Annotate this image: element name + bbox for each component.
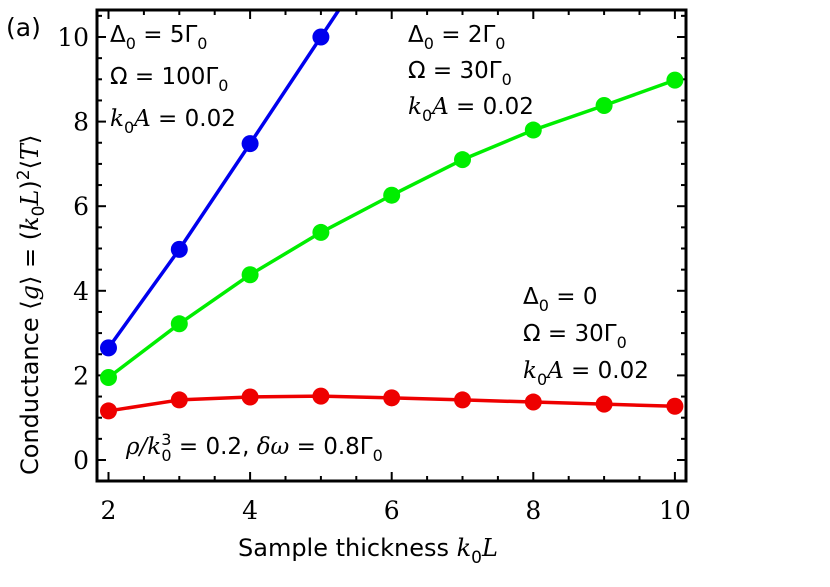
y-tick-label: 0 — [73, 446, 89, 475]
svg-text:Δ0 = 5Γ0: Δ0 = 5Γ0 — [110, 22, 207, 53]
data-point — [241, 266, 259, 284]
annotation-green: Δ0 = 2Γ0 Ω = 30Γ0 k0A = 0.02 — [408, 22, 534, 125]
series-red — [100, 387, 684, 420]
x-tick-label: 2 — [101, 496, 117, 525]
y-tick-label: 4 — [73, 277, 89, 306]
data-point — [524, 121, 542, 139]
data-point — [383, 186, 401, 204]
annotation-density: ρ/k3 0 = 0.2, δω = 0.8Γ0 — [125, 430, 383, 465]
data-point — [666, 71, 684, 89]
svg-text:Ω = 30Γ0: Ω = 30Γ0 — [408, 58, 512, 89]
series-green — [100, 71, 684, 387]
svg-text:k0A = 0.02: k0A = 0.02 — [408, 94, 534, 125]
y-tick-label: 2 — [73, 361, 89, 390]
data-point — [383, 389, 401, 407]
y-axis-title: Conductance ⟨g⟩ = (k0L)2⟨T⟩ — [14, 135, 49, 475]
data-point — [170, 391, 188, 409]
plot-frame — [95, 8, 688, 483]
svg-text:Ω = 100Γ0: Ω = 100Γ0 — [110, 64, 228, 95]
svg-text:k0A = 0.02: k0A = 0.02 — [110, 106, 236, 137]
data-point — [454, 151, 471, 169]
data-point — [312, 387, 330, 405]
data-point — [666, 397, 684, 415]
y-tick-label: 10 — [57, 23, 89, 52]
panel-label: (a) — [6, 13, 41, 42]
data-point — [170, 315, 188, 333]
y-tick-label: 6 — [73, 192, 89, 221]
svg-text:Δ0 = 2Γ0: Δ0 = 2Γ0 — [408, 22, 505, 53]
data-point — [312, 223, 330, 241]
data-point — [100, 402, 117, 420]
x-tick-label: 8 — [525, 496, 541, 525]
annotation-red: Δ0 = 0 Ω = 30Γ0 k0A = 0.02 — [523, 284, 649, 389]
y-tick-label: 8 — [73, 108, 89, 137]
data-point — [312, 28, 330, 46]
data-point — [100, 339, 117, 357]
x-axis-title: Sample thickness k0L — [238, 534, 498, 568]
data-point — [595, 395, 613, 413]
data-point — [241, 388, 259, 406]
x-tick-label: 10 — [659, 496, 691, 525]
data-point — [170, 240, 188, 258]
svg-text:Ω = 30Γ0: Ω = 30Γ0 — [523, 321, 627, 352]
x-tick-label: 4 — [242, 496, 258, 525]
data-point — [595, 97, 613, 115]
data-point — [454, 391, 471, 409]
series-blue — [100, 10, 341, 357]
x-tick-label: 6 — [384, 496, 400, 525]
annotation-blue: Δ0 = 5Γ0 Ω = 100Γ0 k0A = 0.02 — [110, 22, 236, 137]
svg-text:Δ0 = 0: Δ0 = 0 — [523, 284, 597, 315]
data-series — [100, 10, 684, 420]
data-point — [100, 369, 117, 387]
svg-text:k0A = 0.02: k0A = 0.02 — [523, 358, 649, 389]
data-point — [241, 135, 259, 153]
data-point — [524, 393, 542, 411]
